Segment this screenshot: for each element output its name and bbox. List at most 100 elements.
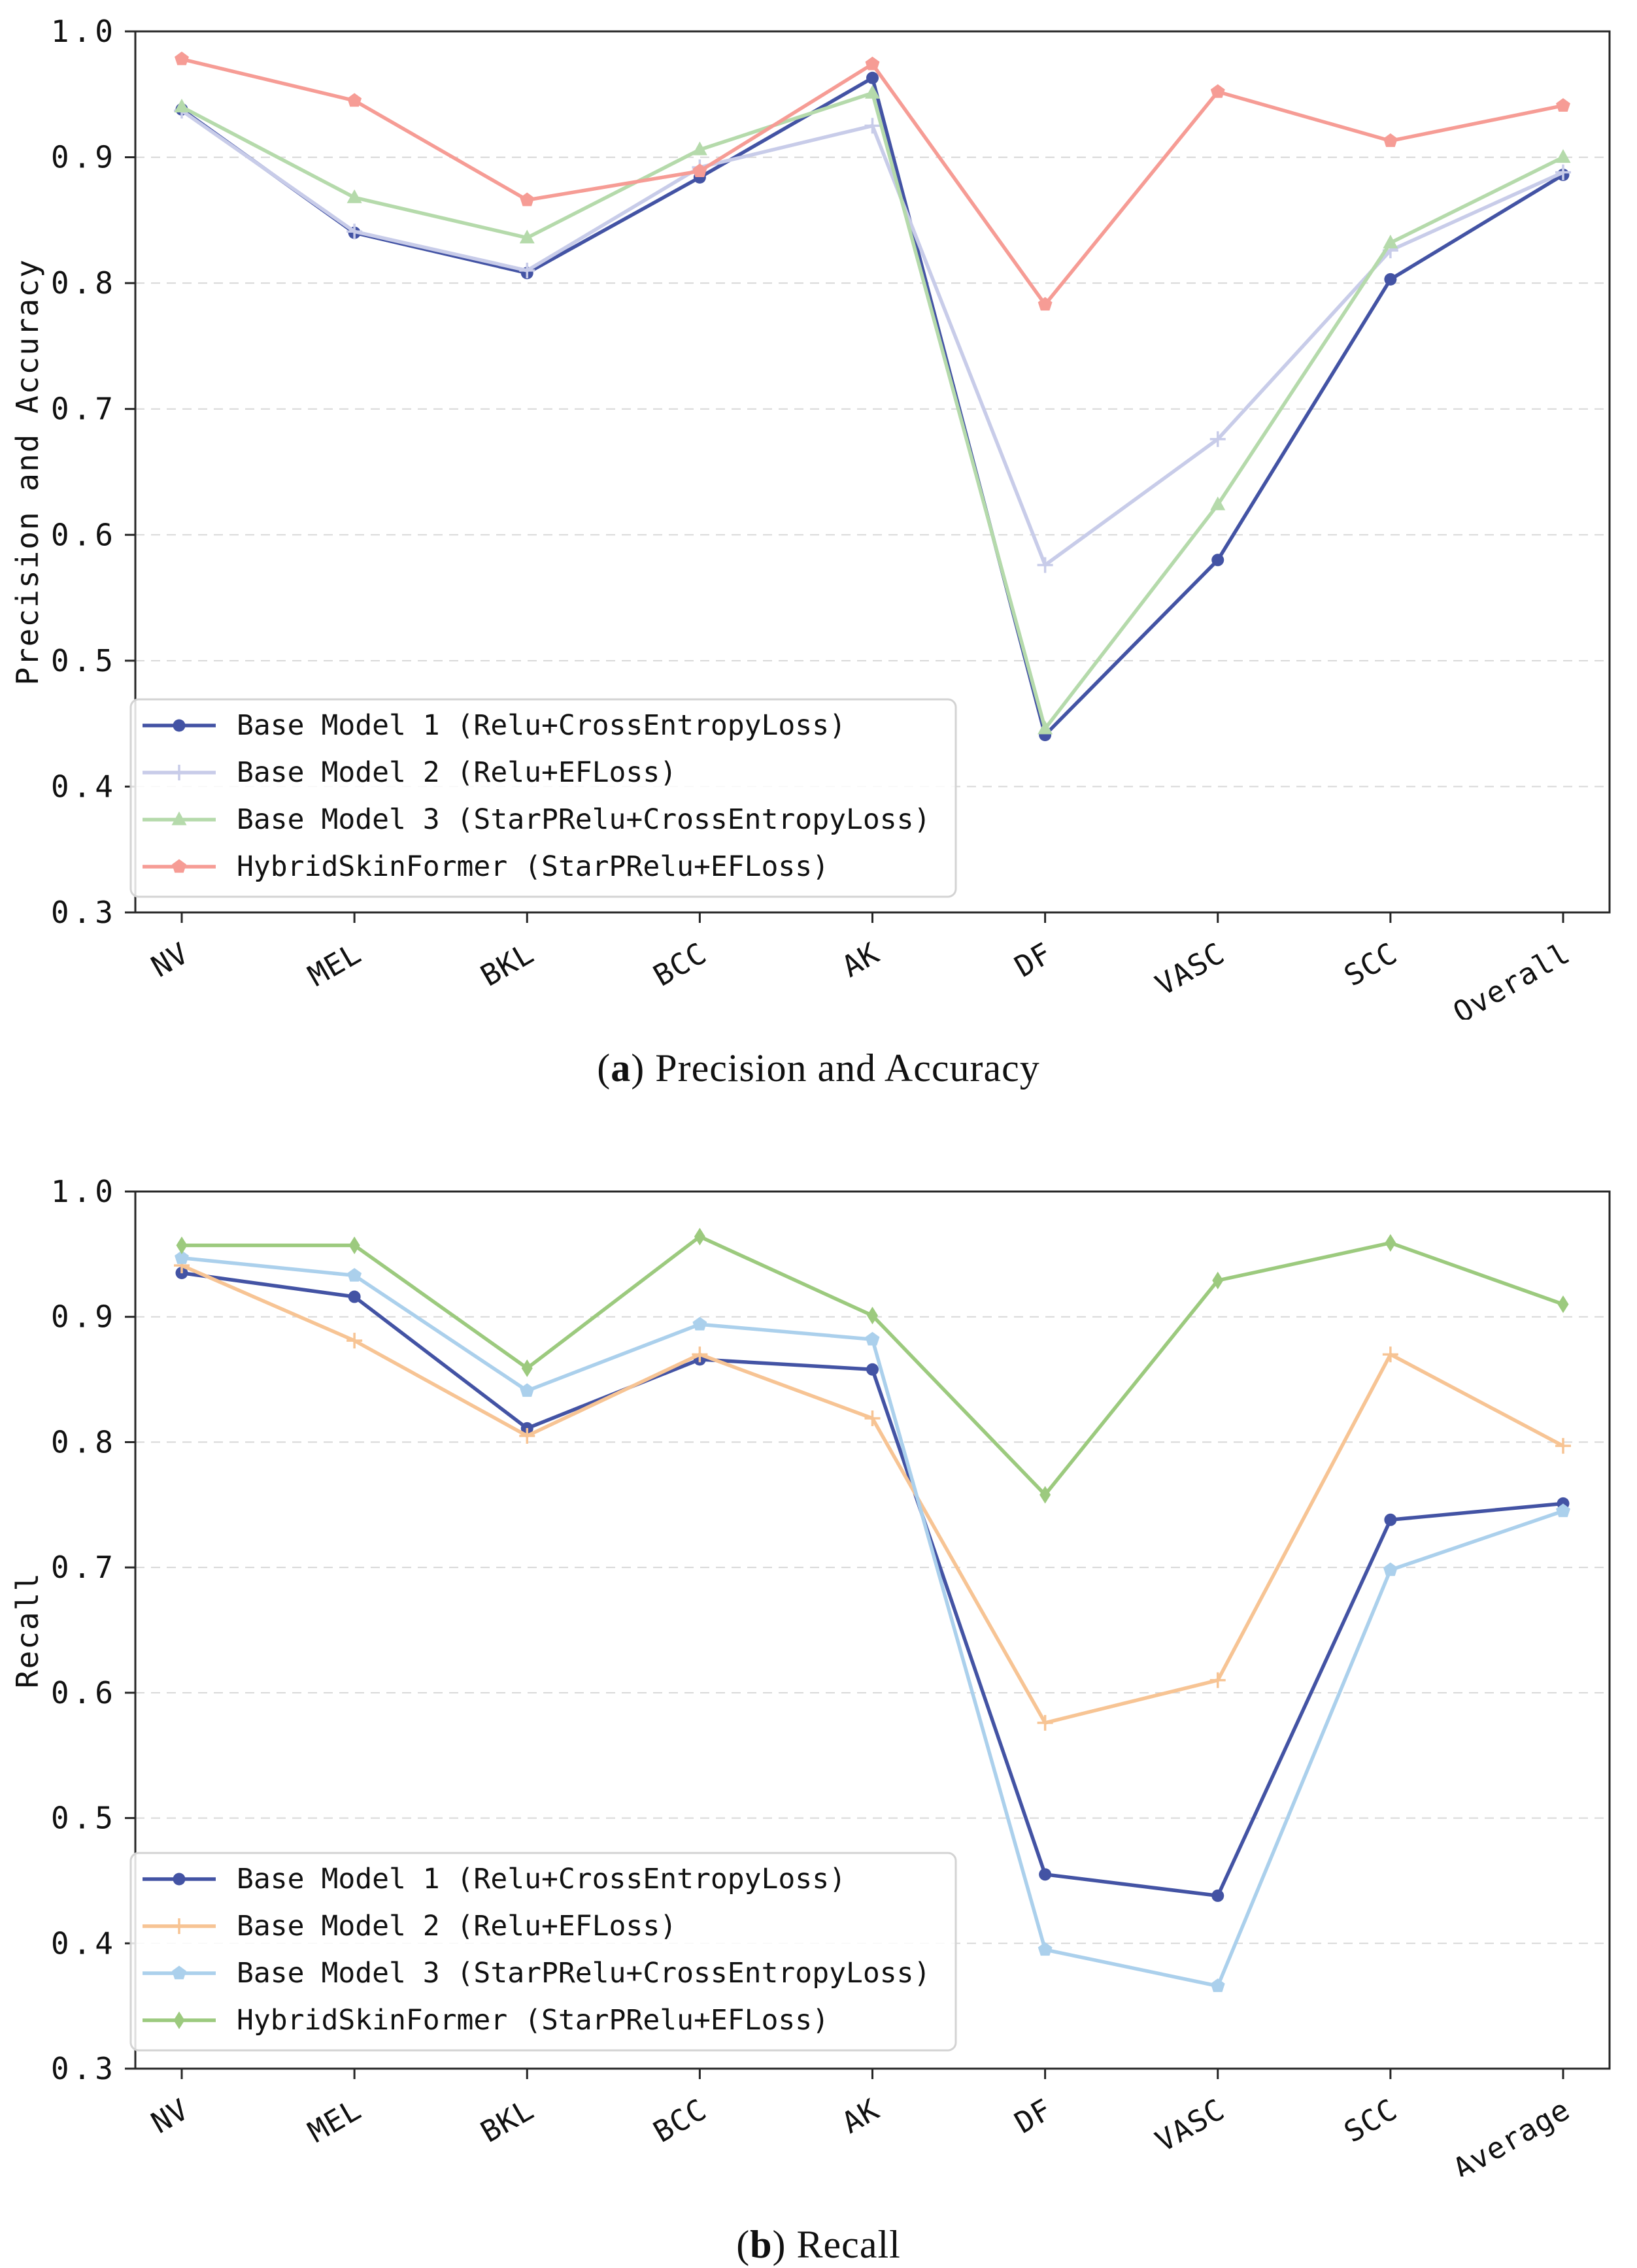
data-point-marker bbox=[692, 163, 707, 178]
data-point-marker bbox=[1210, 496, 1226, 510]
data-point-marker bbox=[176, 1236, 188, 1254]
data-point-marker bbox=[346, 189, 362, 203]
data-point-marker bbox=[694, 1227, 705, 1246]
legend-label: Base Model 2 (Relu+EFLoss) bbox=[237, 1910, 677, 1943]
y-tick-label: 0.8 bbox=[51, 265, 117, 301]
data-point-marker bbox=[1038, 720, 1053, 735]
data-point-marker bbox=[1383, 235, 1398, 249]
data-point-marker bbox=[174, 99, 190, 113]
series-line bbox=[180, 76, 1565, 737]
x-tick-label: MEL bbox=[302, 2092, 367, 2150]
data-point-marker bbox=[1555, 1438, 1571, 1454]
precision-accuracy-line-chart: 1.0 0.9 0.8 0.7 0.6 0.5 0.4 0.3 NV MEL BKL BCC AK DF V… bbox=[10, 14, 1611, 1020]
caption-a-paren-close: ) bbox=[631, 1046, 656, 1090]
caption-a-letter: a bbox=[611, 1046, 632, 1090]
data-point-marker bbox=[864, 118, 881, 134]
x-tick-label: VASC bbox=[1149, 936, 1230, 1003]
y-tick-label: 0.7 bbox=[51, 1550, 117, 1585]
caption-a-paren: ( bbox=[597, 1046, 611, 1090]
data-point-marker bbox=[347, 93, 362, 107]
data-point-marker bbox=[519, 1427, 535, 1444]
data-point-marker bbox=[866, 71, 879, 84]
x-tick-label: BKL bbox=[475, 2092, 539, 2150]
caption-b-text: Recall bbox=[796, 2223, 901, 2266]
y-tick-label: 0.9 bbox=[51, 1299, 117, 1335]
x-tick-label: DF bbox=[1009, 2092, 1058, 2141]
y-tick-label: 0.8 bbox=[51, 1424, 117, 1459]
legend-swatch-marker bbox=[171, 765, 187, 780]
y-tick-label: 0.6 bbox=[51, 517, 117, 552]
data-point-marker bbox=[348, 1290, 361, 1303]
y-tick-label: 0.9 bbox=[51, 140, 117, 175]
data-point-marker bbox=[865, 1331, 880, 1346]
data-point-marker bbox=[1209, 431, 1226, 447]
x-tick-label: MEL bbox=[302, 936, 367, 993]
legend-label: Base Model 1 (Relu+CrossEntropyLoss) bbox=[237, 709, 846, 742]
data-point-marker bbox=[346, 224, 363, 240]
data-point-marker bbox=[1557, 1295, 1569, 1314]
legend-swatch-marker bbox=[172, 859, 186, 873]
data-point-marker bbox=[1211, 1889, 1224, 1902]
y-axis-title: Recall bbox=[10, 1572, 45, 1688]
data-point-marker bbox=[1384, 273, 1397, 286]
data-point-marker bbox=[519, 229, 535, 244]
legend-swatch-marker bbox=[171, 1918, 187, 1934]
x-tick-label: BCC bbox=[647, 2092, 712, 2150]
x-tick-label: NV bbox=[145, 936, 194, 984]
caption-b: (b) Recall bbox=[0, 2221, 1637, 2268]
x-tick-label: Average bbox=[1447, 2092, 1576, 2176]
legend-label: HybridSkinFormer (StarPRelu+EFLoss) bbox=[237, 2004, 829, 2037]
caption-a-text: Precision and Accuracy bbox=[655, 1046, 1040, 1090]
x-tick-label: BKL bbox=[475, 936, 539, 993]
legend-swatch-marker bbox=[171, 811, 187, 825]
y-tick-label: 0.4 bbox=[51, 1926, 117, 1961]
data-point-marker bbox=[1037, 1714, 1053, 1731]
x-tick-label: AK bbox=[836, 936, 885, 984]
legend-label: Base Model 1 (Relu+CrossEntropyLoss) bbox=[237, 1863, 846, 1895]
data-point-marker bbox=[864, 1410, 881, 1427]
x-tick-label: DF bbox=[1009, 936, 1058, 984]
x-tick-label: NV bbox=[145, 2092, 194, 2141]
x-tick-label: Overall bbox=[1447, 936, 1576, 1020]
data-point-marker bbox=[1037, 557, 1053, 573]
y-tick-label: 1.0 bbox=[51, 14, 117, 49]
data-point-marker bbox=[866, 1363, 879, 1376]
caption-a: (a) Precision and Accuracy bbox=[0, 1044, 1637, 1092]
data-point-marker bbox=[692, 1316, 707, 1331]
legend-box bbox=[129, 698, 957, 898]
y-axis-title: Precision and Accuracy bbox=[10, 258, 45, 685]
data-point-marker bbox=[1038, 1942, 1053, 1956]
data-point-marker bbox=[175, 1250, 189, 1264]
y-tick-label: 0.4 bbox=[51, 769, 117, 804]
data-point-marker bbox=[1211, 554, 1224, 567]
y-tick-label: 0.5 bbox=[51, 1801, 117, 1836]
data-point-marker bbox=[1556, 98, 1570, 112]
series-line bbox=[180, 91, 1565, 731]
data-point-marker bbox=[348, 1236, 360, 1254]
data-point-marker bbox=[1556, 1503, 1570, 1518]
data-point-marker bbox=[175, 51, 189, 65]
legend-swatch-marker bbox=[173, 719, 186, 732]
legend-swatch-marker bbox=[173, 2011, 185, 2029]
data-point-marker bbox=[1384, 1513, 1397, 1526]
legend-label: Base Model 2 (Relu+EFLoss) bbox=[237, 756, 677, 789]
caption-b-paren-close: ) bbox=[772, 2223, 797, 2266]
data-point-marker bbox=[865, 56, 880, 71]
data-point-marker bbox=[519, 262, 535, 278]
data-point-marker bbox=[346, 1333, 363, 1349]
legend-swatch-marker bbox=[172, 1965, 186, 1980]
data-point-marker bbox=[521, 1359, 533, 1377]
data-point-marker bbox=[1383, 133, 1398, 147]
data-point-marker bbox=[520, 192, 535, 207]
x-tick-label: BCC bbox=[647, 936, 712, 993]
data-point-marker bbox=[1555, 149, 1571, 163]
data-point-marker bbox=[1382, 1346, 1398, 1363]
x-tick-label: VASC bbox=[1149, 2092, 1230, 2159]
recall-line-chart: 1.0 0.9 0.8 0.7 0.6 0.5 0.4 0.3 NV MEL BKL BCC AK DF V… bbox=[10, 1174, 1611, 2176]
legend-box bbox=[129, 1852, 957, 2052]
y-tick-label: 0.3 bbox=[51, 895, 117, 930]
y-tick-label: 0.7 bbox=[51, 392, 117, 427]
legend-swatch-marker bbox=[173, 1873, 186, 1886]
legend-label: HybridSkinFormer (StarPRelu+EFLoss) bbox=[237, 850, 829, 883]
x-tick-label: AK bbox=[836, 2092, 885, 2141]
